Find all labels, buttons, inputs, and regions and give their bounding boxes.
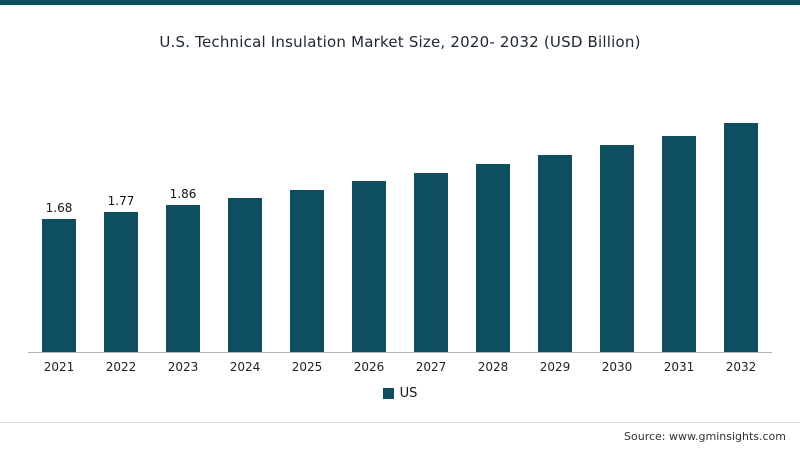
bar-column xyxy=(648,69,710,352)
bar-data-label: 1.86 xyxy=(169,187,197,201)
legend-swatch-us xyxy=(382,388,394,399)
bar-column xyxy=(710,69,772,352)
bar xyxy=(104,212,138,352)
bar xyxy=(414,173,448,352)
x-axis-tick-label: 2027 xyxy=(415,360,447,374)
bar-column xyxy=(214,69,276,352)
x-axis-tick-label: 2030 xyxy=(601,360,633,374)
x-axis-tick-label: 2023 xyxy=(167,360,199,374)
bar xyxy=(476,164,510,352)
legend: US xyxy=(0,386,800,401)
bar xyxy=(42,219,76,352)
bar-chart: 1.68 1.77 1.86 2021 2022 2023 2024 2025 2026 202… xyxy=(28,69,772,374)
bar xyxy=(662,136,696,352)
source-attribution: Source: www.gminsights.com xyxy=(624,430,786,443)
x-axis-tick-label: 2021 xyxy=(43,360,75,374)
x-axis-tick-label: 2024 xyxy=(229,360,261,374)
bar-column: 1.77 xyxy=(90,69,152,352)
bar-column: 1.86 xyxy=(152,69,214,352)
chart-title: U.S. Technical Insulation Market Size, 2… xyxy=(159,33,641,51)
bar-data-label: 1.77 xyxy=(107,194,135,208)
bar xyxy=(600,145,634,352)
x-axis-tick-label: 2032 xyxy=(725,360,757,374)
bar-data-label: 1.68 xyxy=(45,201,73,215)
x-axis-tick-label: 2022 xyxy=(105,360,137,374)
bar-column xyxy=(276,69,338,352)
bar-column xyxy=(400,69,462,352)
x-axis-tick-label: 2031 xyxy=(663,360,695,374)
bar xyxy=(290,190,324,352)
plot-area: 1.68 1.77 1.86 xyxy=(28,69,772,353)
bar xyxy=(352,181,386,352)
bar xyxy=(166,205,200,352)
top-accent-border xyxy=(0,0,800,5)
x-axis-tick-label: 2025 xyxy=(291,360,323,374)
bar-column xyxy=(586,69,648,352)
bar xyxy=(724,123,758,352)
bar-column xyxy=(462,69,524,352)
footer-divider xyxy=(0,422,800,423)
bar xyxy=(538,155,572,352)
legend-label-us: US xyxy=(399,386,418,401)
bar-column: 1.68 xyxy=(28,69,90,352)
x-axis-tick-label: 2029 xyxy=(539,360,571,374)
bar-column xyxy=(524,69,586,352)
x-axis: 2021 2022 2023 2024 2025 2026 2027 2028 2029 2030… xyxy=(28,360,772,374)
bar xyxy=(228,198,262,352)
x-axis-tick-label: 2028 xyxy=(477,360,509,374)
x-axis-tick-label: 2026 xyxy=(353,360,385,374)
bar-column xyxy=(338,69,400,352)
